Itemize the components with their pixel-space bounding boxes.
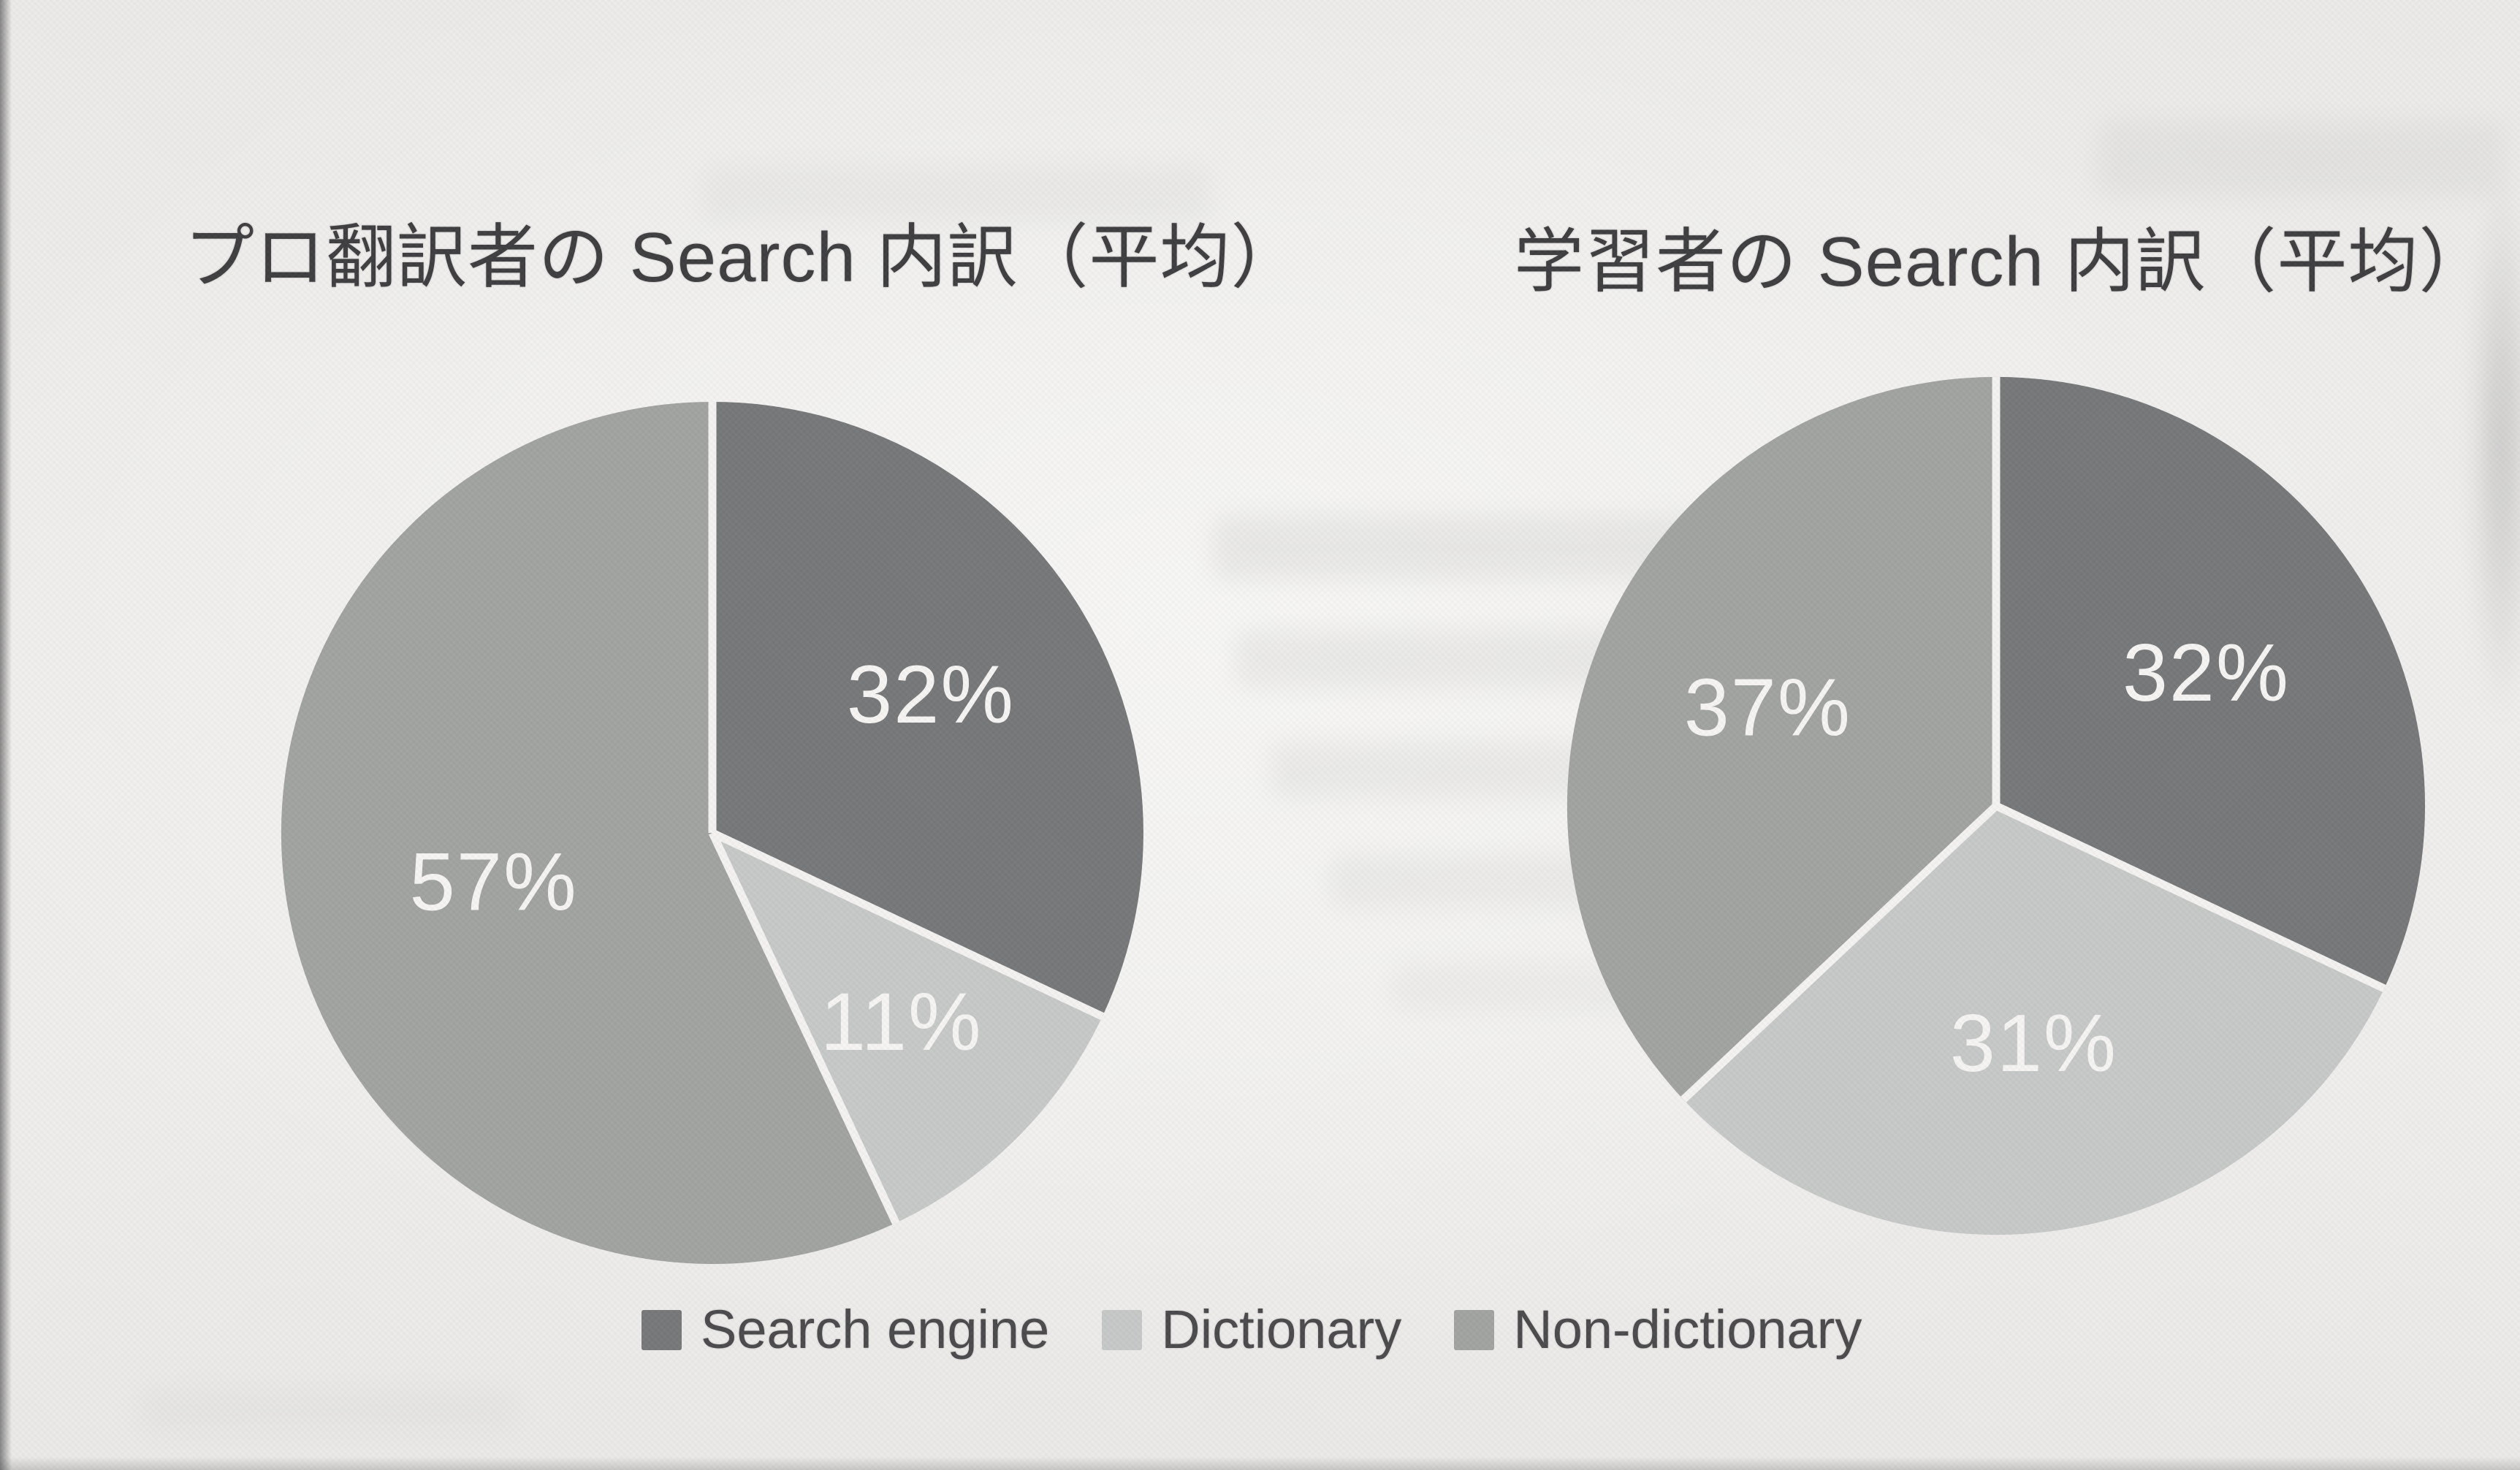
shared-legend: Search engine Dictionary Non-dictionary [642,1295,1862,1365]
legend-swatch-non-dictionary [1454,1309,1495,1350]
legend-label: Non-dictionary [1513,1299,1862,1360]
bleed-through-text-artifact [139,1388,519,1432]
bleed-through-text-artifact [2097,121,2506,197]
page-left-shadow-edge [0,0,12,1470]
pie-slice-search-engine [712,402,1143,1017]
slice-divider-line [709,831,900,1225]
data-label-non-dictionary: 37% [1684,661,1851,753]
page-right-smudge [2469,168,2520,723]
legend-item-search-engine: Search engine [642,1303,1049,1357]
slice-divider-line [710,829,1105,1021]
data-label-search-engine: 32% [2123,627,2290,718]
page-bottom-shadow-edge [0,1457,2520,1470]
pro-translators-chart-title: プロ翻訳者の Search 内訳（平均） [184,218,1302,297]
pie-slice-non-dictionary [281,402,897,1264]
legend-swatch-search-engine [642,1309,682,1350]
bleed-through-text-artifact [701,164,1213,223]
legend-label: Search engine [701,1299,1050,1360]
pie-slice-non-dictionary [1567,376,1996,1100]
slice-divider-line [1680,803,1999,1102]
pie-slice-search-engine [1996,376,2426,989]
slice-divider-line [1994,802,2386,992]
legend-label: Dictionary [1161,1299,1402,1360]
data-label-dictionary: 31% [1950,997,2117,1089]
data-label-search-engine: 32% [847,649,1015,740]
pie-slice-dictionary [712,833,1103,1223]
learners-chart-title: 学習者の Search 内訳（平均） [1514,223,2490,301]
learners-pie-chart: 32% 31% 37% [1567,376,2426,1235]
legend-item-non-dictionary: Non-dictionary [1454,1303,1862,1357]
legend-item-dictionary: Dictionary [1102,1303,1401,1357]
legend-swatch-dictionary [1102,1309,1143,1350]
pro-translators-pie-chart: 32% 11% 57% [281,402,1143,1264]
data-label-dictionary: 11% [821,976,983,1067]
pie-slice-dictionary [1683,806,2385,1235]
data-label-non-dictionary: 57% [410,836,578,927]
